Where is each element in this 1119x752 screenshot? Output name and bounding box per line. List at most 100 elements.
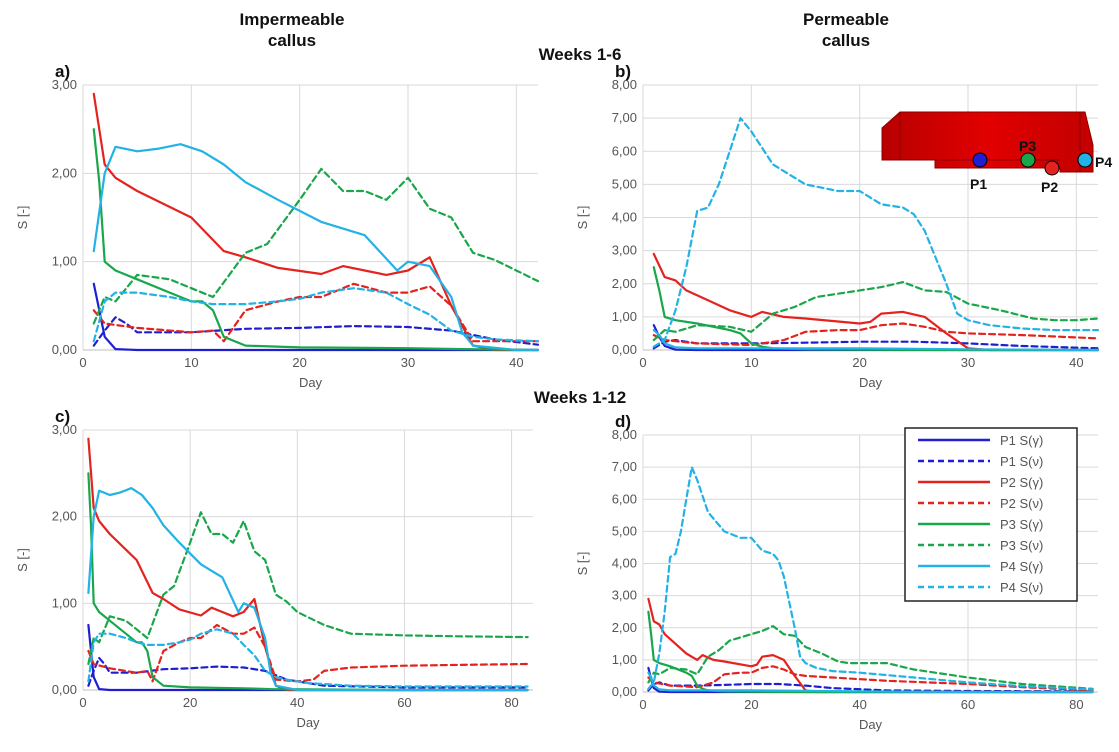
y-axis-label: S [-]: [15, 206, 30, 230]
y-tick-label: 0,00: [612, 684, 637, 699]
series-line-p2-s-: [92, 92, 540, 352]
chart-panel-a: a) 0,00 1,00 2,00 3,00 0 10 20 30 40 Day S [-]: [15, 62, 540, 390]
y-tick-label: 0,00: [612, 342, 637, 357]
panel-label: b): [615, 62, 631, 81]
point-marker-p4: [1077, 152, 1093, 168]
series-line-p2-s-: [652, 322, 1100, 347]
y-tick-label: 7,00: [612, 110, 637, 125]
y-tick-label: 2,00: [612, 276, 637, 291]
x-tick-label: 20: [183, 695, 197, 710]
legend-label: P4 S(γ): [1000, 559, 1043, 574]
series-line-p2-s-: [92, 282, 540, 343]
series-line-p2-s-: [647, 597, 1094, 694]
panel-label: a): [55, 62, 70, 81]
legend-label: P2 S(ν): [1000, 496, 1043, 511]
series-line-p3-s-: [92, 128, 540, 352]
series-line-p4-s-: [652, 116, 1100, 348]
y-tick-label: 2,00: [52, 509, 77, 524]
legend-label: P3 S(ν): [1000, 538, 1043, 553]
series-line-p4-s-: [652, 329, 1100, 352]
x-tick-label: 20: [292, 355, 306, 370]
series-line-p1-s-: [652, 339, 1100, 350]
y-tick-label: 6,00: [612, 491, 637, 506]
series-line-p4-s-: [87, 487, 529, 692]
legend-label: P4 S(ν): [1000, 580, 1043, 595]
header-weeks-1-6: Weeks 1-6: [539, 45, 622, 64]
y-axis-label: S [-]: [15, 548, 30, 572]
x-tick-label: 60: [397, 695, 411, 710]
series-line-p3-s-: [652, 281, 1100, 342]
series-line-p3-s-: [647, 610, 1094, 694]
y-tick-label: 1,00: [612, 309, 637, 324]
y-tick-label: 0,00: [52, 682, 77, 697]
series-line-p2-s-: [87, 437, 529, 692]
x-tick-label: 60: [961, 697, 975, 712]
header-permeable-line2: callus: [822, 31, 870, 50]
y-axis-label: S [-]: [575, 552, 590, 576]
x-tick-label: 20: [852, 355, 866, 370]
x-tick-label: 40: [509, 355, 523, 370]
callus-shape: [881, 111, 1094, 173]
x-tick-label: 0: [639, 697, 646, 712]
y-tick-label: 3,00: [52, 77, 77, 92]
x-tick-label: 30: [961, 355, 975, 370]
chart-panels: a) 0,00 1,00 2,00 3,00 0 10 20 30 40 Day S [-] b) 0,0…: [15, 62, 1100, 732]
chart-panel-c: c) 0,00 1,00 2,00 3,00 0 20 40 60 80 Day S [-]: [15, 407, 533, 730]
series-line-p4-s-: [87, 628, 529, 688]
header-impermeable-line1: Impermeable: [240, 10, 345, 29]
header-permeable-line1: Permeable: [803, 10, 889, 29]
series-line-p3-s-: [87, 472, 529, 692]
y-tick-label: 4,00: [612, 556, 637, 571]
panel-label: d): [615, 412, 631, 431]
y-tick-label: 0,00: [52, 342, 77, 357]
legend-label: P1 S(γ): [1000, 433, 1043, 448]
y-tick-label: 3,00: [612, 588, 637, 603]
x-tick-label: 0: [639, 355, 646, 370]
series-line-p1-s-: [92, 282, 540, 352]
y-tick-label: 5,00: [612, 523, 637, 538]
point-label-p2: P2: [1041, 179, 1058, 195]
point-marker-p3: [1020, 152, 1036, 168]
x-tick-label: 10: [184, 355, 198, 370]
series-line-p2-s-: [87, 623, 529, 683]
series-line-p3-s-: [647, 624, 1094, 690]
series-line-p4-s-: [647, 671, 1094, 694]
header-weeks-1-12: Weeks 1-12: [534, 388, 626, 407]
y-tick-label: 8,00: [612, 427, 637, 442]
y-tick-label: 8,00: [612, 77, 637, 92]
legend-label: P3 S(γ): [1000, 517, 1043, 532]
legend-label: P2 S(γ): [1000, 475, 1043, 490]
chart-panel-b: b) 0,00 1,00 2,00 3,00 4,00 5,00 6,00 7,00 8,00 0 1…: [575, 62, 1100, 390]
series-line-p4-s-: [92, 143, 540, 352]
x-tick-label: 0: [79, 355, 86, 370]
series-line-p4-s-: [92, 287, 540, 343]
x-axis-label: Day: [859, 717, 883, 732]
header-impermeable-line2: callus: [268, 31, 316, 50]
x-tick-label: 40: [852, 697, 866, 712]
y-tick-label: 1,00: [612, 652, 637, 667]
series-line-p3-s-: [87, 511, 529, 666]
x-tick-label: 20: [744, 697, 758, 712]
y-tick-label: 2,00: [612, 620, 637, 635]
legend-label: P1 S(ν): [1000, 454, 1043, 469]
series-line-p2-s-: [652, 252, 1100, 352]
legend: P1 S(γ) P1 S(ν) P2 S(γ) P2 S(ν) P3 S(γ) P3 S(…: [904, 427, 1078, 602]
series-line-p2-s-: [647, 665, 1094, 692]
series-line-p3-s-: [92, 167, 540, 325]
x-axis-label: Day: [299, 375, 323, 390]
series-line-p3-s-: [652, 266, 1100, 352]
callus-inset: P1 P3 P2 P4: [881, 111, 1112, 195]
y-tick-label: 3,00: [612, 243, 637, 258]
point-label-p4: P4: [1095, 154, 1112, 170]
x-axis-label: Day: [296, 715, 320, 730]
x-tick-label: 30: [401, 355, 415, 370]
legend-items: P1 S(γ) P1 S(ν) P2 S(γ) P2 S(ν) P3 S(γ) P3 S(…: [918, 433, 1043, 595]
x-tick-label: 80: [504, 695, 518, 710]
x-tick-label: 0: [79, 695, 86, 710]
panel-label: c): [55, 407, 70, 426]
x-tick-label: 10: [744, 355, 758, 370]
point-label-p3: P3: [1019, 138, 1036, 154]
y-tick-label: 6,00: [612, 143, 637, 158]
x-tick-label: 40: [290, 695, 304, 710]
